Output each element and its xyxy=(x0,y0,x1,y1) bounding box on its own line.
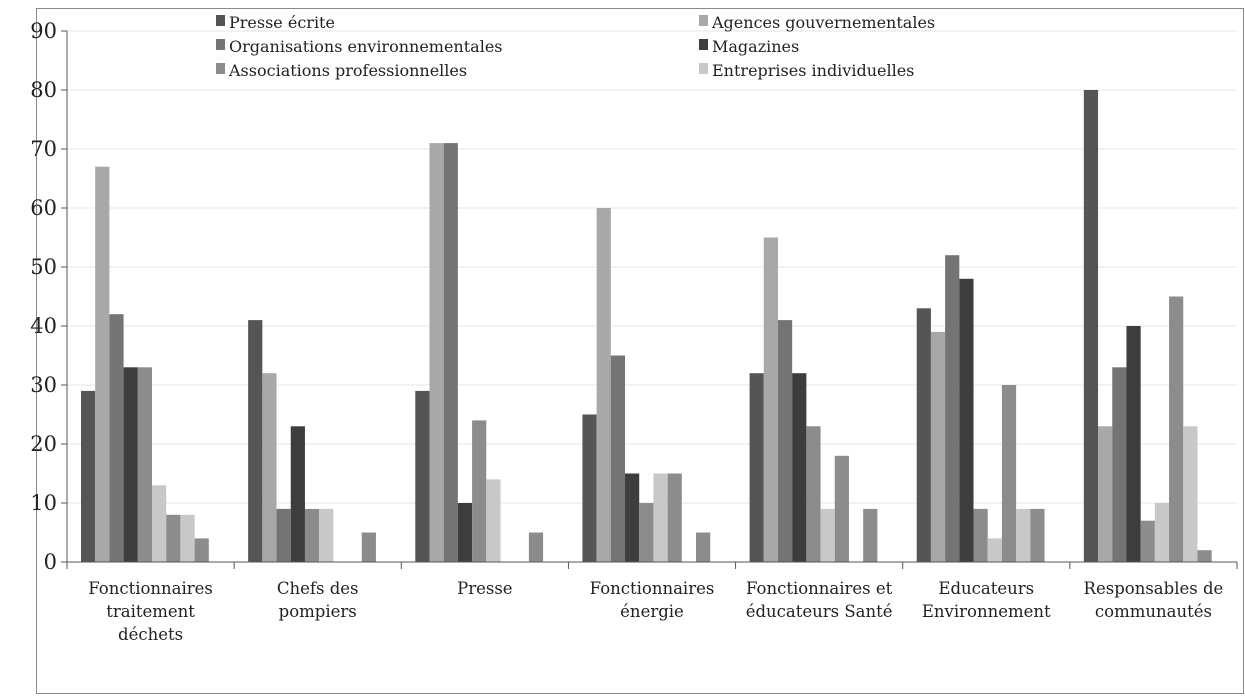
bar xyxy=(1140,520,1155,562)
bar xyxy=(987,538,1002,562)
x-tick-label: Presse xyxy=(457,579,512,598)
bar xyxy=(763,237,778,562)
bar xyxy=(973,508,988,562)
bar xyxy=(123,367,138,562)
legend-swatch xyxy=(216,15,225,26)
bar xyxy=(248,320,263,562)
bar xyxy=(639,503,654,562)
legend-label: Presse écrite xyxy=(229,13,335,32)
bar xyxy=(1030,508,1045,562)
bar xyxy=(137,367,152,562)
bar xyxy=(834,455,849,562)
chart-border xyxy=(36,8,1244,694)
y-tick-label: 70 xyxy=(30,137,57,161)
bar xyxy=(1183,426,1198,562)
x-tick-label: Fonctionnaires xyxy=(88,579,213,598)
bar xyxy=(806,426,821,562)
legend-label: Agences gouvernementales xyxy=(711,13,935,32)
y-tick-label: 60 xyxy=(30,196,57,220)
bar xyxy=(109,314,124,562)
bar xyxy=(152,485,167,562)
legend-label: Associations professionnelles xyxy=(228,61,467,80)
bar xyxy=(1001,385,1017,562)
bar xyxy=(1098,426,1113,562)
x-tick-label: communautés xyxy=(1095,602,1212,621)
y-tick-label: 20 xyxy=(30,432,57,456)
bar xyxy=(290,426,305,562)
x-tick-label: Chefs des xyxy=(277,579,359,598)
bar xyxy=(1016,508,1031,562)
x-tick-label: Fonctionnaires xyxy=(590,579,715,598)
legend: Presse écrite Agences gouvernementales Org… xyxy=(216,13,935,80)
y-tick-label: 80 xyxy=(30,78,57,102)
y-tick-label: 10 xyxy=(30,491,57,515)
bar xyxy=(429,143,444,562)
x-tick-label: énergie xyxy=(620,602,684,621)
bar xyxy=(457,503,473,562)
bar xyxy=(486,479,501,562)
legend-label: Organisations environnementales xyxy=(229,37,503,56)
bar xyxy=(361,532,376,562)
x-tick-label: Educateurs xyxy=(938,579,1034,598)
y-tick-label: 50 xyxy=(30,255,57,279)
bar xyxy=(959,278,974,562)
bar xyxy=(194,538,209,562)
axes: 0 10 20 30 40 50 60 70 80 90 Fonctionnaires traitem… xyxy=(30,19,1238,644)
bar xyxy=(1169,296,1184,562)
bar xyxy=(749,373,764,562)
y-tick-label: 40 xyxy=(30,314,57,338)
legend-label: Entreprises individuelles xyxy=(712,61,914,80)
y-tick-label: 30 xyxy=(30,373,57,397)
x-tick-label: Fonctionnaires et xyxy=(746,579,893,598)
bar xyxy=(792,373,807,562)
legend-label: Magazines xyxy=(712,37,799,56)
bar xyxy=(304,508,320,562)
bars xyxy=(81,90,1212,562)
x-tick-label: éducateurs Santé xyxy=(746,602,893,621)
bar xyxy=(596,208,611,562)
bar xyxy=(472,420,487,562)
bar xyxy=(262,373,277,562)
legend-swatch xyxy=(699,15,708,26)
bar xyxy=(1126,326,1141,562)
legend-swatch xyxy=(699,63,708,74)
bar xyxy=(180,514,195,562)
legend-swatch xyxy=(699,39,708,50)
legend-swatch xyxy=(216,39,225,50)
bar xyxy=(610,355,626,562)
bar xyxy=(81,390,96,562)
bar xyxy=(1112,367,1127,562)
x-tick-label: Environnement xyxy=(922,602,1051,621)
legend-swatch xyxy=(216,63,225,74)
bar xyxy=(930,331,946,562)
bar xyxy=(696,532,711,562)
x-tick-label: Responsables de xyxy=(1084,579,1224,598)
y-tick-label: 0 xyxy=(44,550,57,574)
bar xyxy=(443,143,458,562)
bar xyxy=(653,473,668,562)
bar xyxy=(528,532,544,562)
bar xyxy=(945,255,960,562)
bar xyxy=(916,308,931,562)
bar xyxy=(1154,503,1170,562)
bar xyxy=(863,508,878,562)
bar xyxy=(777,320,793,562)
bar xyxy=(582,414,597,562)
bar xyxy=(625,473,640,562)
bar xyxy=(95,166,110,562)
x-tick-label: déchets xyxy=(118,625,183,644)
x-tick-label: traitement xyxy=(106,602,195,621)
bar xyxy=(667,473,682,562)
bar xyxy=(1083,90,1099,562)
y-tick-label: 90 xyxy=(30,19,57,43)
bar xyxy=(166,514,181,562)
bar xyxy=(319,508,334,562)
bar xyxy=(276,508,291,562)
x-tick-label: pompiers xyxy=(279,602,357,621)
bar xyxy=(820,508,835,562)
bar xyxy=(1197,550,1212,562)
bar xyxy=(415,390,430,562)
